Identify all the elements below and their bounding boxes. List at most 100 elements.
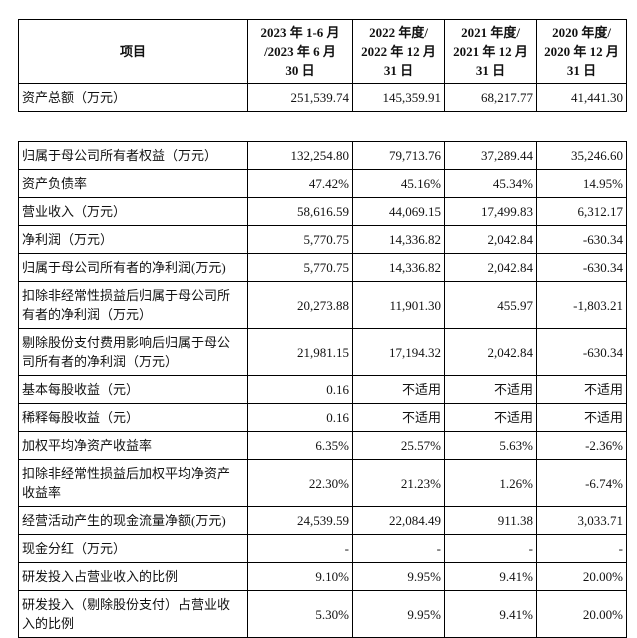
cell-value: 0.16 [247,403,353,432]
table-row: 资产总额（万元） 251,539.74 145,359.91 68,217.77 41,… [18,83,627,112]
cell-value: 132,254.80 [247,141,353,170]
table-row: 扣除非经常性损益后归属于母公司所有者的净利润（万元） 20,273.88 11,90… [18,281,627,329]
cell-value: 47.42% [247,169,353,198]
table-row: 稀释每股收益（元） 0.16 不适用 不适用 不适用 [18,403,627,432]
table-row: 基本每股收益（元） 0.16 不适用 不适用 不适用 [18,375,627,404]
cell-value: 11,901.30 [352,281,445,329]
row-label: 研发投入（剔除股份支付）占营业收入的比例 [18,590,248,638]
table-row: 净利润（万元） 5,770.75 14,336.82 2,042.84 -630.34 [18,225,627,254]
table-row: 经营活动产生的现金流量净额(万元) 24,539.59 22,084.49 911.3… [18,506,627,535]
summary-table-header-row: 项目 2023 年 1-6 月 /2023 年 6 月 30 日 2022 年度… [18,19,627,84]
cell-value: 不适用 [352,403,445,432]
column-header-period-2020: 2020 年度/ 2020 年 12 月 31 日 [536,19,627,84]
row-label: 加权平均净资产收益率 [18,431,248,460]
cell-value: 35,246.60 [536,141,627,170]
cell-value: 不适用 [352,375,445,404]
cell-value: 14,336.82 [352,225,445,254]
table-row: 剔除股份支付费用影响后归属于母公司所有者的净利润（万元） 21,981.15 17,… [18,328,627,376]
cell-value: 9.41% [444,590,537,638]
row-label: 研发投入占营业收入的比例 [18,562,248,591]
cell-value: 3,033.71 [536,506,627,535]
cell-value: 20.00% [536,562,627,591]
cell-value: 不适用 [444,375,537,404]
cell-value: 9.95% [352,590,445,638]
cell-value: 22,084.49 [352,506,445,535]
cell-value: 5.63% [444,431,537,460]
table-row: 研发投入（剔除股份支付）占营业收入的比例 5.30% 9.95% 9.41% 20.00… [18,590,627,638]
cell-value: 145,359.91 [352,83,445,112]
row-label: 归属于母公司所有者权益（万元） [18,141,248,170]
cell-value: -630.34 [536,253,627,282]
column-header-period-2023: 2023 年 1-6 月 /2023 年 6 月 30 日 [247,19,353,84]
cell-value: 45.34% [444,169,537,198]
column-header-period-2022: 2022 年度/ 2022 年 12 月 31 日 [352,19,445,84]
cell-value: -630.34 [536,225,627,254]
cell-value: -1,803.21 [536,281,627,329]
cell-value: 455.97 [444,281,537,329]
row-label: 净利润（万元） [18,225,248,254]
table-row: 资产负债率 47.42% 45.16% 45.34% 14.95% [18,169,627,198]
table-row: 归属于母公司所有者权益（万元） 132,254.80 79,713.76 37,289… [18,141,627,170]
cell-value: 14,336.82 [352,253,445,282]
cell-value: 17,194.32 [352,328,445,376]
detail-table: 归属于母公司所有者权益（万元） 132,254.80 79,713.76 37,289… [18,141,627,638]
cell-value: 2,042.84 [444,225,537,254]
cell-value: 9.10% [247,562,353,591]
row-label: 稀释每股收益（元） [18,403,248,432]
summary-table: 项目 2023 年 1-6 月 /2023 年 6 月 30 日 2022 年度… [18,19,627,112]
cell-value: 21,981.15 [247,328,353,376]
cell-value: 6.35% [247,431,353,460]
cell-value: 5,770.75 [247,253,353,282]
row-label: 经营活动产生的现金流量净额(万元) [18,506,248,535]
financial-summary-page: 项目 2023 年 1-6 月 /2023 年 6 月 30 日 2022 年度… [0,19,637,638]
cell-value: 14.95% [536,169,627,198]
cell-value: 9.95% [352,562,445,591]
cell-value: 5.30% [247,590,353,638]
cell-value: 45.16% [352,169,445,198]
cell-value: 79,713.76 [352,141,445,170]
cell-value: 24,539.59 [247,506,353,535]
cell-value: 2,042.84 [444,253,537,282]
cell-value: 44,069.15 [352,197,445,226]
cell-value: 不适用 [444,403,537,432]
cell-value: 22.30% [247,459,353,507]
cell-value: 不适用 [536,403,627,432]
row-label: 现金分红（万元） [18,534,248,563]
row-label: 基本每股收益（元） [18,375,248,404]
cell-value: -630.34 [536,328,627,376]
row-label: 扣除非经常性损益后加权平均净资产收益率 [18,459,248,507]
cell-value: 58,616.59 [247,197,353,226]
cell-value: 21.23% [352,459,445,507]
column-header-item: 项目 [18,19,248,84]
cell-value: 6,312.17 [536,197,627,226]
cell-value: -6.74% [536,459,627,507]
cell-value: - [352,534,445,563]
cell-value: 68,217.77 [444,83,537,112]
cell-value: 0.16 [247,375,353,404]
cell-value: -2.36% [536,431,627,460]
table-row: 加权平均净资产收益率 6.35% 25.57% 5.63% -2.36% [18,431,627,460]
row-label: 资产负债率 [18,169,248,198]
cell-value: 37,289.44 [444,141,537,170]
cell-value: 2,042.84 [444,328,537,376]
row-label: 资产总额（万元） [18,83,248,112]
table-row: 现金分红（万元） - - - - [18,534,627,563]
cell-value: 25.57% [352,431,445,460]
row-label: 扣除非经常性损益后归属于母公司所有者的净利润（万元） [18,281,248,329]
cell-value: 20,273.88 [247,281,353,329]
cell-value: 911.38 [444,506,537,535]
cell-value: 1.26% [444,459,537,507]
cell-value: 5,770.75 [247,225,353,254]
row-label: 营业收入（万元） [18,197,248,226]
cell-value: 41,441.30 [536,83,627,112]
cell-value: 20.00% [536,590,627,638]
table-row: 研发投入占营业收入的比例 9.10% 9.95% 9.41% 20.00% [18,562,627,591]
cell-value: - [444,534,537,563]
cell-value: - [536,534,627,563]
table-row: 营业收入（万元） 58,616.59 44,069.15 17,499.83 6,312… [18,197,627,226]
cell-value: - [247,534,353,563]
cell-value: 251,539.74 [247,83,353,112]
row-label: 剔除股份支付费用影响后归属于母公司所有者的净利润（万元） [18,328,248,376]
row-label: 归属于母公司所有者的净利润(万元) [18,253,248,282]
cell-value: 9.41% [444,562,537,591]
